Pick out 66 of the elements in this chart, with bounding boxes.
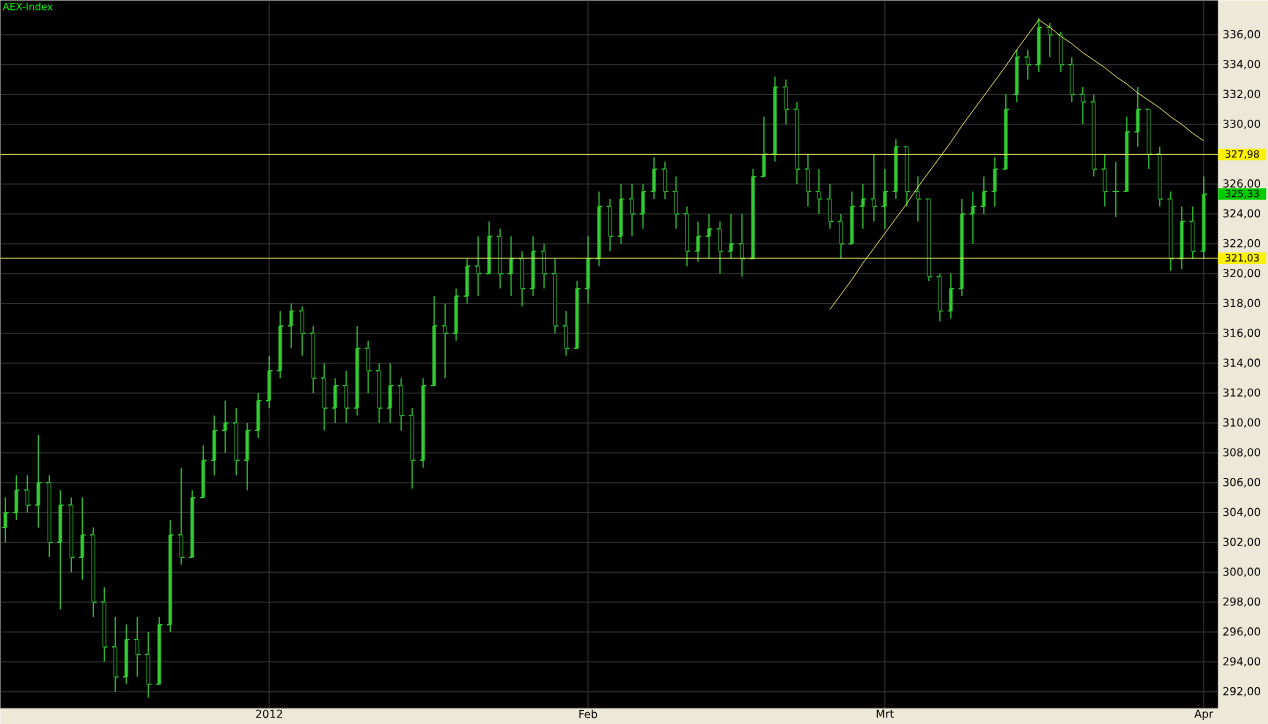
candlestick — [234, 407, 239, 476]
candlestick — [1179, 205, 1184, 270]
candlestick — [168, 519, 173, 633]
candlestick — [47, 474, 52, 558]
y-tick-label: 298,00 — [1223, 597, 1261, 607]
candlestick — [3, 496, 8, 543]
y-tick-label: 306,00 — [1223, 477, 1261, 488]
y-tick-label: 314,00 — [1223, 358, 1261, 368]
candlestick — [1047, 22, 1052, 58]
y-tick-label: 322,00 — [1223, 239, 1261, 249]
candlestick — [344, 370, 349, 424]
candlestick — [1102, 153, 1107, 207]
y-tick-label: 320,00 — [1223, 268, 1261, 279]
y-tick-label: 302,00 — [1223, 537, 1261, 548]
candlestick — [80, 496, 85, 581]
y-tick-label: 296,00 — [1223, 627, 1261, 637]
candlestick — [366, 340, 371, 394]
candlestick — [322, 362, 327, 431]
candlestick — [69, 496, 74, 573]
ref-line-label: 327,98 — [1225, 150, 1259, 159]
candlestick — [1091, 93, 1096, 178]
x-tick-label: Apr — [1194, 709, 1214, 720]
x-tick-label: 2012 — [256, 709, 283, 718]
candlestick — [1168, 190, 1173, 272]
candlestick — [113, 616, 118, 693]
candlestick — [124, 623, 129, 685]
candlestick — [1080, 86, 1085, 125]
candlestick — [1201, 175, 1206, 260]
y-tick-label: 312,00 — [1223, 388, 1261, 398]
y-tick-label: 300,00 — [1223, 567, 1261, 577]
y-tick-label: 318,00 — [1223, 298, 1261, 309]
candlestick — [146, 631, 151, 699]
candlestick — [135, 616, 140, 678]
y-tick-label: 336,00 — [1223, 29, 1261, 40]
candlestick — [91, 526, 96, 618]
y-tick-label: 324,00 — [1223, 209, 1261, 219]
chart-title: AEX-Index — [2, 2, 53, 11]
y-tick-label: 292,00 — [1223, 686, 1261, 697]
y-tick-label: 316,00 — [1223, 328, 1261, 338]
y-tick-label: 304,00 — [1223, 507, 1261, 518]
candlestick — [58, 489, 63, 611]
candlestick — [157, 616, 162, 685]
candlestick — [300, 305, 305, 357]
y-tick-label: 294,00 — [1223, 657, 1261, 667]
y-tick-label: 330,00 — [1223, 119, 1261, 129]
candlestick — [102, 586, 107, 663]
candlestick — [1146, 108, 1151, 170]
y-tick-label: 310,00 — [1223, 418, 1261, 428]
candlestick — [1190, 205, 1195, 260]
candlestick — [14, 474, 19, 521]
y-tick-label: 334,00 — [1223, 59, 1261, 70]
ref-line-label: 321,03 — [1225, 253, 1259, 263]
candlestick — [1157, 146, 1162, 207]
y-tick-label: 326,00 — [1223, 179, 1261, 189]
x-tick-label: Feb — [579, 709, 598, 719]
candlestick — [1058, 31, 1063, 73]
candlestick — [25, 474, 30, 514]
candlestick — [1025, 48, 1030, 81]
y-tick-label: 332,00 — [1223, 89, 1261, 100]
candlestick — [36, 434, 41, 529]
y-tick-label: 308,00 — [1223, 448, 1261, 458]
x-tick-label: Mrt — [876, 709, 894, 718]
candlestick — [1069, 56, 1074, 103]
candlestick — [179, 467, 184, 566]
candlestick — [311, 325, 316, 394]
text: 325,33 — [1225, 189, 1259, 199]
